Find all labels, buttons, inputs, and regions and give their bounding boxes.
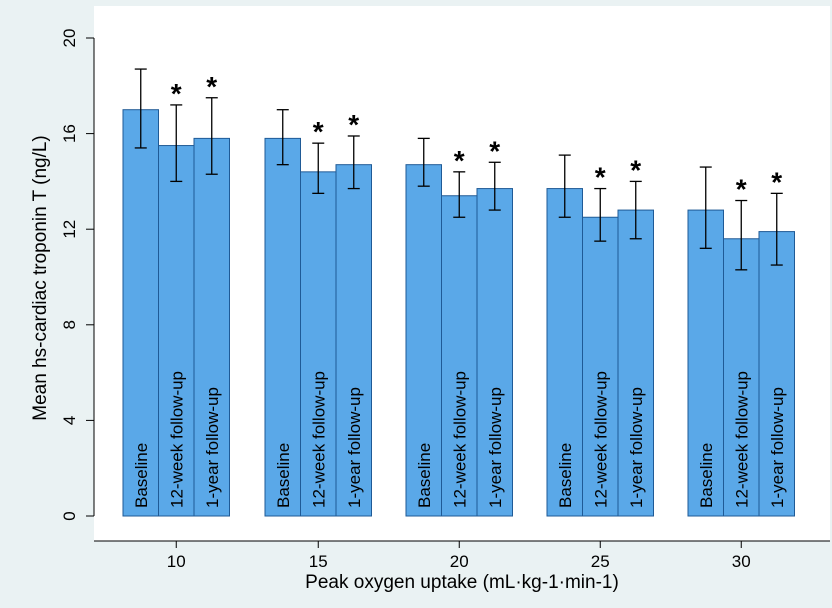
bar	[441, 195, 478, 517]
bar	[582, 216, 619, 517]
bar-label: 12-week follow-up	[591, 371, 610, 508]
y-tick-label: 8	[60, 320, 79, 329]
x-tick-label: 15	[309, 552, 328, 571]
bar	[193, 137, 230, 517]
y-tick-label: 16	[60, 124, 79, 143]
x-axis-ticks: 10 15 20 25 30	[167, 541, 751, 571]
significance-marker: *	[348, 109, 359, 140]
significance-marker: *	[771, 166, 782, 197]
significance-marker: *	[206, 71, 217, 102]
bar	[122, 109, 159, 517]
x-axis-label: Peak oxygen uptake (mL·kg-1·min-1)	[305, 572, 619, 593]
bar-label: Baseline	[274, 443, 293, 508]
bar	[758, 231, 795, 517]
y-tick-label: 0	[60, 511, 79, 520]
bar-label: Baseline	[415, 443, 434, 508]
bar-label: 12-week follow-up	[309, 371, 328, 508]
bars: Baseline * 12-week follow-up * 1-year follow…	[122, 68, 795, 517]
significance-marker: *	[736, 174, 747, 205]
x-tick-label: 20	[450, 552, 469, 571]
bar-label: 1-year follow-up	[345, 387, 364, 508]
bar-label: 12-week follow-up	[450, 371, 469, 508]
significance-marker: *	[489, 135, 500, 166]
bar-label: Baseline	[132, 443, 151, 508]
bar	[158, 145, 195, 517]
bar-label: 12-week follow-up	[167, 371, 186, 508]
bar-label: 1-year follow-up	[486, 387, 505, 508]
bar-label: 1-year follow-up	[627, 387, 646, 508]
significance-marker: *	[595, 162, 606, 193]
bar-label: Baseline	[556, 443, 575, 508]
significance-marker: *	[171, 78, 182, 109]
bar	[617, 209, 654, 517]
significance-marker: *	[313, 116, 324, 147]
bar	[546, 188, 583, 517]
y-tick-label: 4	[60, 416, 79, 425]
x-tick-label: 25	[591, 552, 610, 571]
y-axis-label: Mean hs-cardiac troponin T (ng/L)	[30, 135, 51, 421]
bar	[476, 188, 513, 517]
bar	[687, 209, 724, 517]
x-tick-label: 10	[167, 552, 186, 571]
x-tick-label: 30	[732, 552, 751, 571]
bar	[264, 137, 301, 517]
y-axis-ticks: 0 4 8 12 16 20	[60, 29, 94, 521]
significance-marker: *	[630, 154, 641, 185]
y-tick-label: 20	[60, 29, 79, 48]
bar-label: 1-year follow-up	[768, 387, 787, 508]
bar-label: 12-week follow-up	[732, 371, 751, 508]
bar	[405, 164, 442, 517]
y-tick-label: 12	[60, 220, 79, 239]
bar-label: Baseline	[697, 443, 716, 508]
bar	[335, 164, 372, 517]
bar-label: 1-year follow-up	[203, 387, 222, 508]
significance-marker: *	[454, 145, 465, 176]
